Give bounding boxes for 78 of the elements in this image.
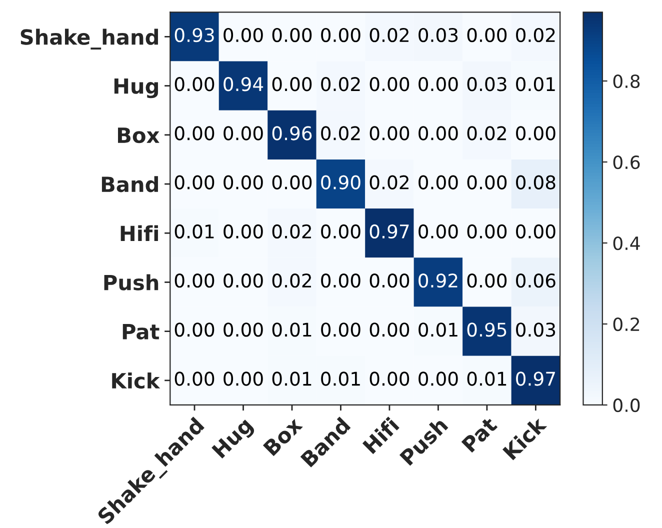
data-label: 0.95 bbox=[467, 322, 506, 337]
data-label: 0.96 bbox=[272, 126, 312, 140]
data-label: 0.08 bbox=[516, 175, 556, 190]
data-label: 0.00 bbox=[224, 175, 263, 190]
data-label: 0.02 bbox=[370, 28, 408, 42]
color-bar-label: 0.4 bbox=[613, 236, 640, 250]
data-label: 0.00 bbox=[418, 77, 458, 92]
data-label: 0.00 bbox=[418, 224, 458, 239]
data-label: 0.00 bbox=[467, 28, 507, 42]
data-label: 0.00 bbox=[174, 322, 214, 337]
data-label: 0.02 bbox=[321, 126, 360, 140]
data-label: 0.00 bbox=[370, 273, 410, 288]
data-label: 0.03 bbox=[418, 28, 458, 42]
data-label: 0.00 bbox=[174, 273, 214, 288]
data-label: 0.92 bbox=[418, 273, 458, 288]
data-label: 0.03 bbox=[516, 322, 556, 337]
data-label: 0.02 bbox=[370, 175, 408, 190]
y-tick-label: Hug bbox=[114, 78, 158, 98]
data-label: 0.00 bbox=[224, 224, 263, 239]
data-label: 0.00 bbox=[224, 126, 263, 140]
color-bar-label: 0.2 bbox=[613, 317, 640, 332]
data-label: 0.00 bbox=[467, 224, 507, 239]
x-tick-label: Pat bbox=[461, 416, 498, 453]
data-label: 0.00 bbox=[418, 175, 458, 190]
data-label: 0.00 bbox=[224, 372, 263, 386]
data-label: 0.01 bbox=[321, 372, 360, 386]
data-label: 0.00 bbox=[321, 273, 360, 288]
data-label: 0.00 bbox=[467, 175, 507, 190]
data-label: 0.00 bbox=[516, 224, 556, 239]
data-label: 0.00 bbox=[370, 372, 410, 386]
data-label: 0.00 bbox=[174, 126, 214, 140]
data-label: 0.03 bbox=[467, 77, 506, 92]
data-label: 0.02 bbox=[467, 126, 506, 140]
data-label: 0.00 bbox=[467, 273, 507, 288]
y-tick-label: Hifi bbox=[120, 225, 158, 242]
color-bar-label: 0.6 bbox=[613, 155, 640, 170]
data-label: 0.06 bbox=[516, 273, 556, 288]
y-tick-label: Push bbox=[104, 274, 158, 290]
data-label: 0.02 bbox=[321, 77, 360, 92]
data-label: 0.01 bbox=[418, 322, 458, 337]
data-label: 0.93 bbox=[174, 28, 214, 42]
data-label: 0.00 bbox=[272, 28, 312, 42]
data-label: 0.00 bbox=[418, 126, 458, 140]
color-bar-label: 0.0 bbox=[613, 398, 640, 412]
data-label: 0.02 bbox=[516, 28, 555, 42]
data-label: 0.00 bbox=[224, 273, 263, 288]
y-tick-label: Box bbox=[118, 128, 160, 144]
data-label: 0.01 bbox=[272, 322, 312, 337]
data-label: 0.00 bbox=[370, 322, 410, 337]
data-label: 0.00 bbox=[174, 77, 214, 92]
data-label: 0.00 bbox=[224, 322, 263, 337]
y-tick-label: Kick bbox=[112, 372, 160, 389]
data-label: 0.00 bbox=[321, 322, 360, 337]
y-tick-label: Band bbox=[102, 176, 158, 192]
data-label: 0.90 bbox=[321, 175, 360, 190]
data-label: 0.01 bbox=[174, 224, 214, 239]
data-label: 0.97 bbox=[370, 224, 409, 239]
data-label: 0.00 bbox=[418, 372, 458, 386]
data-label: 0.00 bbox=[224, 28, 263, 42]
data-label: 0.01 bbox=[516, 77, 555, 92]
data-label: 0.94 bbox=[224, 77, 264, 92]
data-label: 0.01 bbox=[272, 372, 312, 386]
data-label: 0.00 bbox=[516, 126, 556, 140]
data-label: 0.00 bbox=[321, 224, 360, 239]
data-label: 0.01 bbox=[467, 372, 506, 386]
data-label: 0.00 bbox=[321, 28, 360, 42]
data-label: 0.00 bbox=[174, 175, 214, 190]
data-label: 0.00 bbox=[370, 126, 410, 140]
color-bar-label: 0.8 bbox=[613, 74, 640, 88]
data-label: 0.02 bbox=[272, 224, 311, 239]
y-tick-label: Shake_hand bbox=[20, 28, 158, 50]
data-label: 0.97 bbox=[516, 372, 555, 386]
data-label: 0.00 bbox=[370, 77, 410, 92]
y-tick-label: Pat bbox=[122, 324, 160, 340]
data-label: 0.02 bbox=[272, 273, 311, 288]
data-label: 0.00 bbox=[272, 77, 312, 92]
data-label: 0.00 bbox=[174, 372, 214, 386]
data-label: 0.00 bbox=[272, 175, 312, 190]
